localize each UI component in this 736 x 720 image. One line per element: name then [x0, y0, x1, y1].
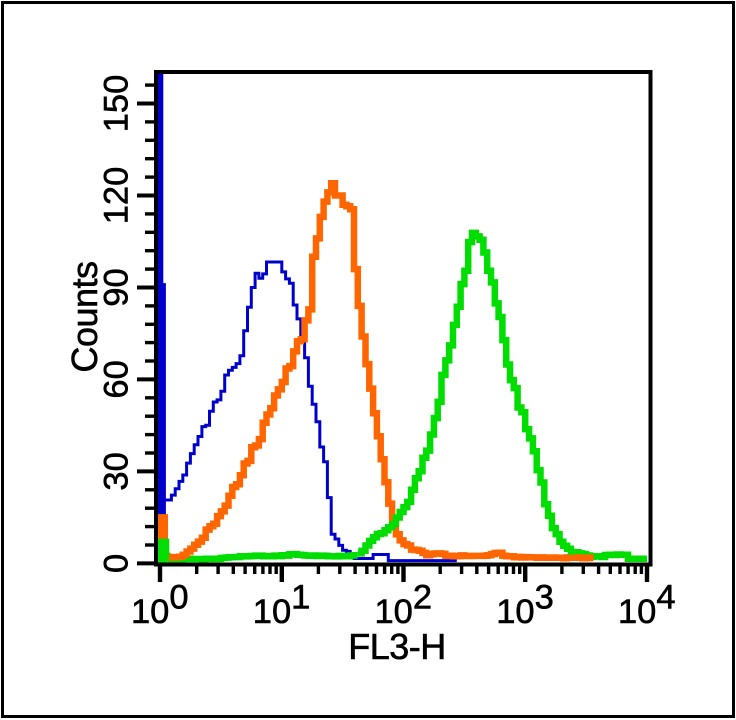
svg-text:60: 60: [98, 360, 136, 398]
svg-text:120: 120: [98, 167, 136, 225]
svg-text:30: 30: [98, 452, 136, 490]
svg-text:150: 150: [98, 75, 136, 133]
svg-text:FL3-H: FL3-H: [348, 626, 446, 667]
svg-text:Counts: Counts: [64, 261, 105, 372]
svg-text:90: 90: [98, 268, 136, 306]
svg-text:0: 0: [98, 554, 136, 573]
